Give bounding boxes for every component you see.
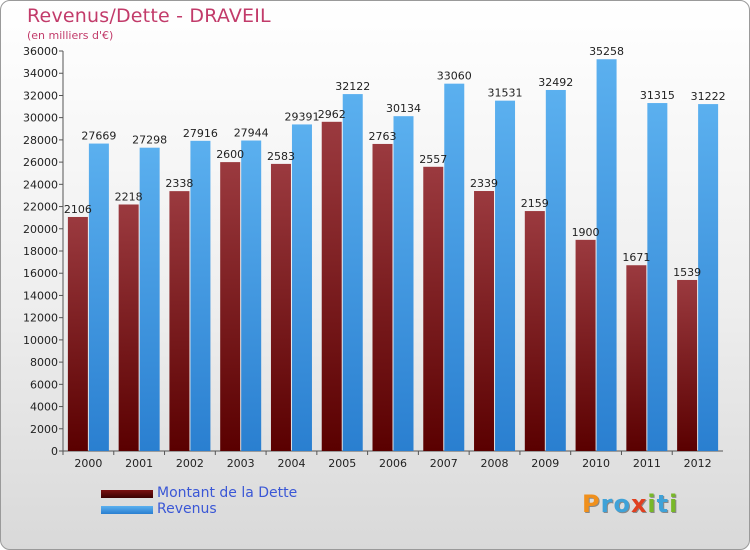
data-label-revenue: 30134 [386,102,421,115]
y-tick-label: 26000 [23,156,58,169]
chart-bars [67,59,719,452]
legend-label-debt: Montant de la Dette [157,485,298,501]
y-tick-label: 10000 [23,334,58,347]
data-label-debt: 2962 [318,108,346,121]
data-label-debt: 1671 [622,251,650,264]
y-tick-label: 12000 [23,312,58,325]
chart-title: Revenus/Dette - DRAVEIL [27,5,271,27]
y-tick-label: 6000 [30,378,58,391]
x-tick-label: 2012 [684,457,712,470]
bar-debt [474,191,495,451]
y-tick-label: 0 [51,445,58,458]
x-tick-label: 2009 [531,457,559,470]
bar-debt [575,239,596,451]
bar-revenue [444,83,465,452]
data-label-revenue: 27916 [183,127,218,140]
y-tick-label: 20000 [23,223,58,236]
bar-revenue [88,143,109,452]
bar-revenue [647,103,668,452]
x-tick-label: 2004 [277,457,305,470]
bar-debt [169,191,190,451]
data-label-debt: 2338 [165,177,193,190]
bar-debt [524,211,545,451]
data-label-revenue: 27669 [81,130,116,143]
data-label-revenue: 31315 [640,89,675,102]
x-tick-label: 2008 [481,457,509,470]
data-label-debt: 2106 [64,203,92,216]
bar-revenue [393,116,414,451]
bar-revenue [139,147,160,451]
data-label-revenue: 32122 [335,80,370,93]
y-tick-label: 34000 [23,67,58,80]
bar-revenue [495,100,516,452]
x-tick-label: 2007 [430,457,458,470]
chart-data-labels: 2106 27669 2218 27298 2338 27916 2600 27944 2583… [64,45,726,279]
x-tick-label: 2006 [379,457,407,470]
y-tick-label: 2000 [30,423,58,436]
bar-revenue [545,89,566,451]
bar-debt [372,143,393,451]
data-label-revenue: 32492 [538,76,573,89]
y-tick-label: 14000 [23,289,58,302]
bar-debt [677,279,698,451]
x-tick-label: 2010 [582,457,610,470]
data-label-debt: 2600 [216,148,244,161]
legend-swatch-debt [101,490,153,498]
y-tick-label: 24000 [23,178,58,191]
data-label-debt: 2339 [470,177,498,190]
data-label-revenue: 35258 [589,45,624,58]
y-tick-label: 28000 [23,134,58,147]
y-tick-label: 18000 [23,245,58,258]
bar-debt [423,166,444,452]
y-tick-label: 4000 [30,401,58,414]
x-tick-label: 2001 [125,457,153,470]
legend-label-revenue: Revenus [157,501,217,517]
y-tick-label: 30000 [23,112,58,125]
bar-revenue [698,104,719,451]
data-label-debt: 2763 [369,130,397,143]
data-label-revenue: 27944 [234,127,269,140]
x-tick-label: 2000 [74,457,102,470]
bar-revenue [241,140,262,451]
bar-debt [626,265,647,451]
data-label-revenue: 33060 [437,70,472,83]
x-tick-label: 2003 [227,457,255,470]
data-label-debt: 2557 [419,153,447,166]
bar-debt [321,121,342,452]
y-tick-label: 16000 [23,267,58,280]
x-tick-label: 2005 [328,457,356,470]
chart-subtitle: (en milliers d'€) [27,29,114,42]
y-tick-label: 36000 [23,45,58,58]
data-label-revenue: 31222 [691,90,726,103]
legend-swatch-revenue [101,506,153,514]
data-label-debt: 2583 [267,150,295,163]
bar-revenue [291,124,312,451]
data-label-debt: 2159 [521,197,549,210]
x-tick-label: 2002 [176,457,204,470]
bar-debt [270,163,291,451]
bar-revenue [190,140,211,452]
data-label-revenue: 29391 [284,110,319,123]
x-tick-label: 2011 [633,457,661,470]
bar-debt [220,162,241,451]
y-tick-label: 22000 [23,201,58,214]
bar-revenue [596,59,617,451]
bar-debt [67,216,88,451]
data-label-debt: 1539 [673,266,701,279]
data-label-debt: 1900 [572,226,600,239]
proxiti-logo: Proxiti [582,490,679,518]
bar-debt [118,204,139,451]
y-tick-label: 8000 [30,356,58,369]
data-label-revenue: 31531 [488,87,523,100]
data-label-revenue: 27298 [132,134,167,147]
data-label-debt: 2218 [115,190,143,203]
y-tick-label: 32000 [23,89,58,102]
bar-revenue [342,94,363,451]
